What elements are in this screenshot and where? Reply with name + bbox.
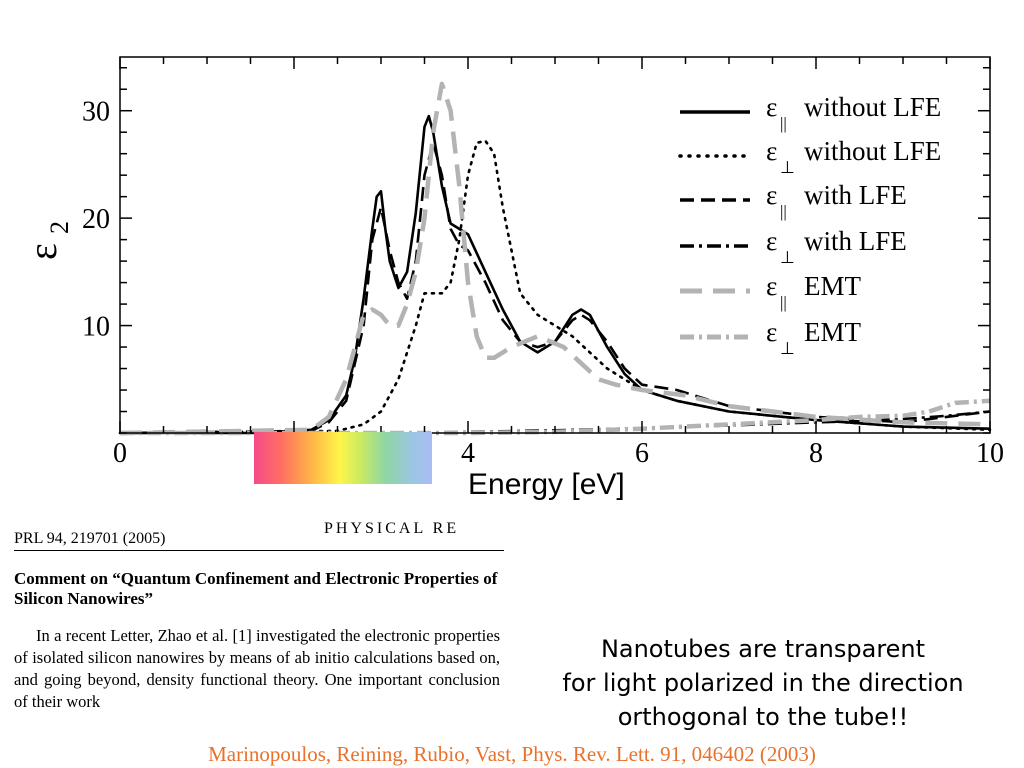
legend-subscript-1: || (780, 114, 787, 133)
y-tick-label-20: 20 (82, 204, 110, 235)
y-axis-label: ε 2 (20, 221, 74, 260)
y-tick-label-10: 10 (82, 312, 110, 343)
x-tick-label-8: 8 (809, 438, 823, 469)
paper-header: PRL 94, 219701 (2005) PHYSICAL RE (14, 520, 504, 551)
legend-label-without-lfe-2: without LFE (804, 136, 941, 166)
legend-subscript-4: ⊥ (780, 248, 795, 267)
paper-journal: PHYSICAL RE (324, 520, 460, 537)
legend-label-emt-6: EMT (804, 317, 862, 347)
y-axis-label-symbol: ε (20, 243, 65, 260)
legend-symbol-5: ε (766, 271, 777, 301)
legend-symbol-3: ε (766, 180, 777, 210)
legend-label-without-lfe-1: without LFE (804, 92, 941, 122)
paper-excerpt: PRL 94, 219701 (2005) PHYSICAL RE Commen… (14, 520, 504, 713)
y-axis-label-subscript: 2 (45, 221, 74, 234)
citation: Marinopoulos, Reining, Rubio, Vast, Phys… (208, 742, 816, 766)
paper-body: In a recent Letter, Zhao et al. [1] inve… (14, 626, 500, 711)
visible-spectrum-band (254, 432, 432, 484)
x-tick-label-10: 10 (976, 438, 1004, 469)
x-tick-label-0: 0 (113, 438, 127, 469)
legend-label-with-lfe-3: with LFE (804, 180, 907, 210)
legend-symbol-4: ε (766, 226, 777, 256)
paper-reference: PRL 94, 219701 (2005) (14, 530, 166, 547)
series-line-5 (119, 81, 991, 436)
caption-line-2: for light polarized in the direction (562, 669, 964, 697)
legend-subscript-2: ⊥ (780, 158, 795, 177)
legend-subscript-5: || (780, 293, 787, 312)
legend-symbol-6: ε (766, 317, 777, 347)
series-line-1 (120, 114, 991, 435)
dielectric-chart: 0246810102030 ε 2 ε||without LFEε⊥withou… (20, 56, 1004, 469)
x-axis-label: Energy [eV] (468, 468, 625, 501)
caption-line-3: orthogonal to the tube!! (617, 703, 909, 731)
caption-line-1: Nanotubes are transparent (600, 635, 926, 663)
x-tick-label-4: 4 (461, 438, 475, 469)
legend-subscript-3: || (780, 202, 787, 221)
legend-label-with-lfe-4: with LFE (804, 226, 907, 256)
caption: Nanotubes are transparent for light pola… (528, 632, 998, 734)
legend-label-emt-5: EMT (804, 271, 862, 301)
series-line-3 (119, 141, 991, 435)
paper-title: Comment on “Quantum Confinement and Elec… (14, 569, 498, 608)
x-tick-label-6: 6 (635, 438, 649, 469)
legend-symbol-1: ε (766, 92, 777, 122)
y-tick-label-30: 30 (82, 97, 110, 128)
legend-subscript-6: ⊥ (780, 339, 795, 358)
legend-symbol-2: ε (766, 136, 777, 166)
